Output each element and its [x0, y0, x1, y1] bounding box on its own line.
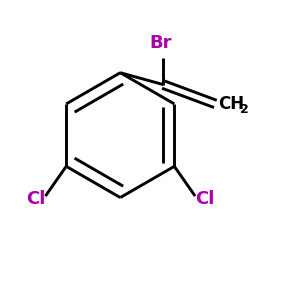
Text: 2: 2 — [240, 103, 248, 116]
Text: CH: CH — [218, 95, 244, 113]
Text: Cl: Cl — [26, 190, 46, 208]
Text: Cl: Cl — [195, 190, 214, 208]
Text: Br: Br — [149, 34, 172, 52]
